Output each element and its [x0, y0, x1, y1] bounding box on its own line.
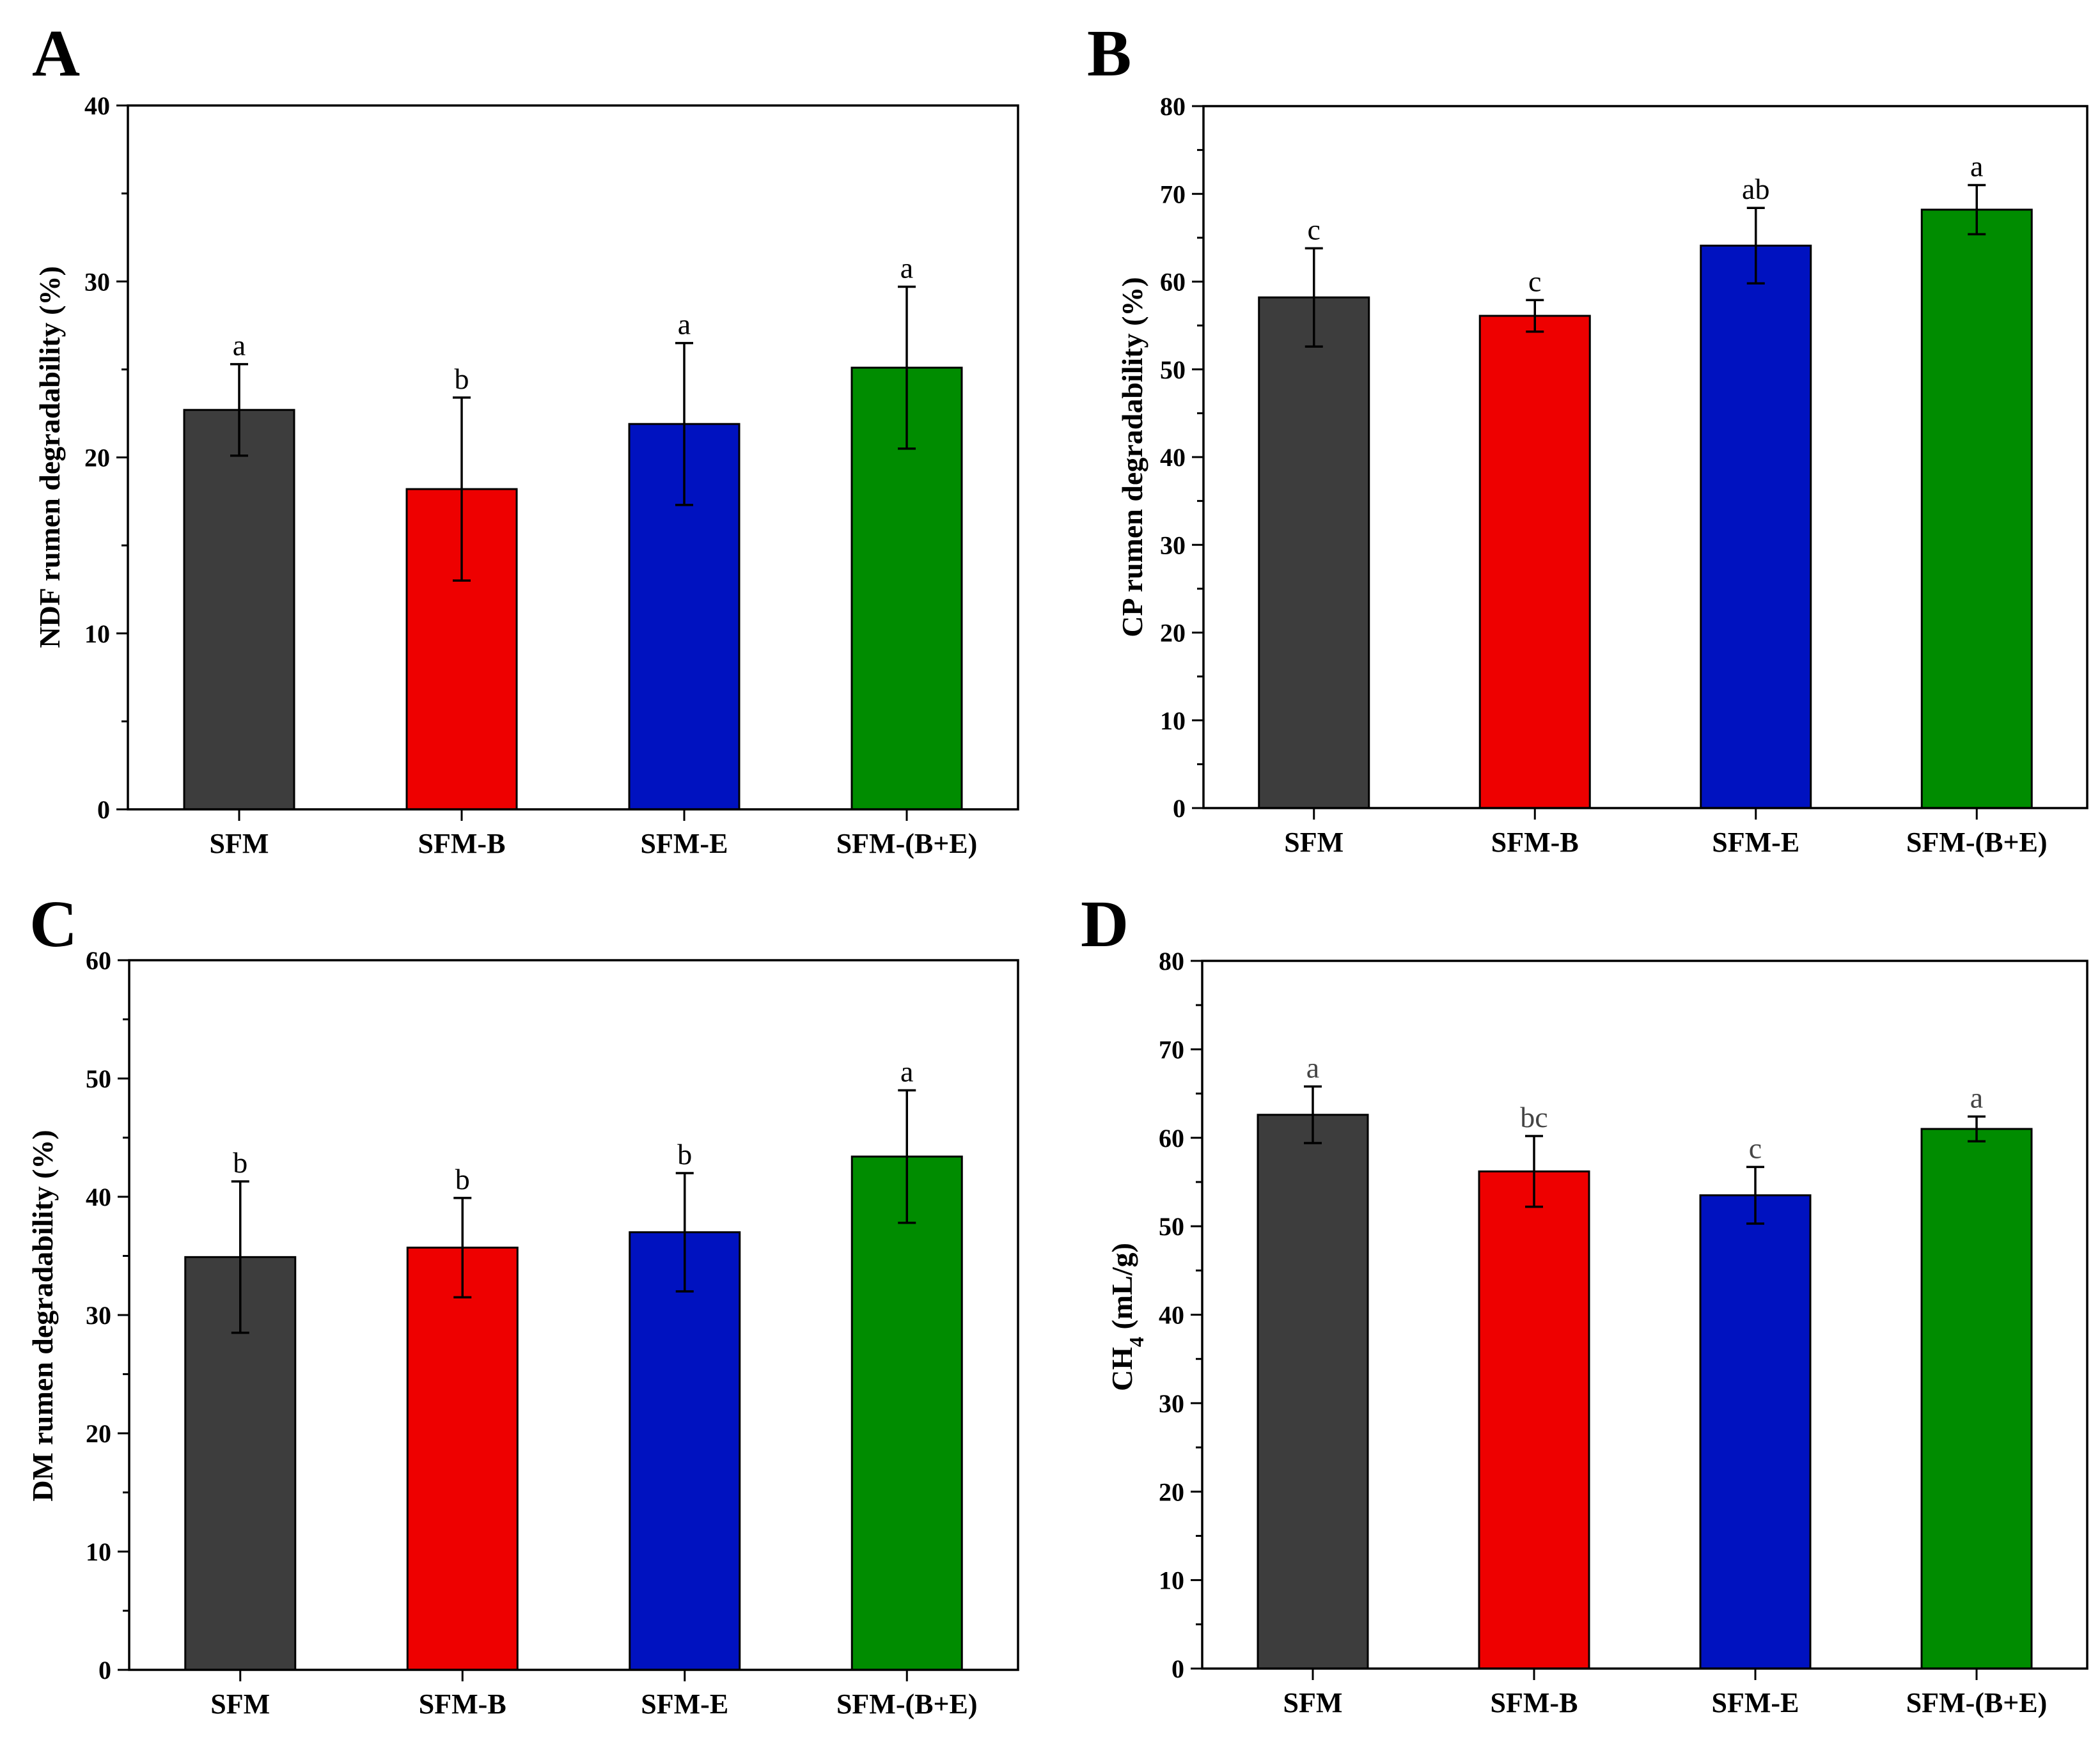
significance-label: bc: [1520, 1101, 1548, 1133]
y-tick-label: 60: [1159, 1124, 1184, 1153]
bar: [1258, 296, 1370, 809]
bar: [183, 409, 295, 811]
significance-label: b: [455, 362, 469, 395]
y-tick-label: 10: [84, 619, 110, 648]
bar: [1699, 1194, 1812, 1670]
x-tick-label: SFM-E: [641, 1688, 728, 1720]
y-tick-label: 10: [1160, 706, 1186, 735]
x-tick-label: SFM: [210, 828, 269, 859]
panel-b: B 0 10 20 30 40 50 60 70 80 c SFM c SFM-B ab SFM-E a SFM…: [1087, 17, 2088, 858]
y-axis-title-a: NDF rumen degradability (%): [33, 266, 66, 648]
y-tick-label: 30: [1159, 1389, 1184, 1418]
significance-label: a: [1970, 1082, 1983, 1114]
y-tick-label: 30: [1160, 531, 1186, 559]
y-tick-label: 0: [1171, 1654, 1184, 1683]
bar: [1920, 208, 2033, 809]
bar: [1478, 315, 1591, 809]
x-tick-label: SFM-(B+E): [836, 828, 978, 859]
x-tick-label: SFM-(B+E): [1906, 827, 2048, 858]
significance-label: a: [1306, 1051, 1319, 1084]
panel-c: C 0 10 20 30 40 50 60 b SFM b SFM-B b SFM-E a SFM-(B+E…: [26, 887, 1019, 1720]
y-tick-label: 20: [86, 1419, 111, 1448]
y-tick-label: 30: [84, 267, 110, 296]
significance-label: c: [1308, 213, 1320, 245]
significance-label: a: [1970, 150, 1983, 183]
y-tick-label: 40: [84, 91, 110, 120]
y-tick-label: 20: [84, 444, 110, 472]
x-tick-label: SFM: [1283, 1687, 1343, 1718]
plot-frame: [1202, 105, 2088, 809]
bar: [1920, 1128, 2033, 1670]
y-tick-label: 10: [1159, 1566, 1184, 1595]
y-axis-title-d-main: CH: [1106, 1347, 1138, 1391]
significance-label: b: [677, 1138, 692, 1171]
y-axis-title-d-rest: (mL/g): [1106, 1243, 1138, 1337]
plot-frame: [127, 104, 1019, 811]
y-tick-label: 0: [98, 1656, 111, 1685]
panel-letter-b: B: [1087, 17, 1131, 90]
y-tick-label: 80: [1160, 92, 1186, 121]
x-tick-label: SFM-B: [419, 1688, 506, 1720]
x-tick-label: SFM-E: [1712, 827, 1799, 858]
x-tick-label: SFM: [1284, 827, 1344, 858]
significance-label: c: [1749, 1132, 1762, 1164]
x-tick-label: SFM-B: [418, 828, 506, 859]
significance-label: b: [233, 1146, 247, 1179]
x-tick-label: SFM-(B+E): [836, 1688, 978, 1720]
bar: [850, 1155, 963, 1671]
plot-a: 0 10 20 30 40 a SFM b SFM-B a SFM-E a SFM-(B+E): [84, 91, 1019, 859]
panel-letter-c: C: [29, 887, 77, 961]
plot-frame: [128, 959, 1019, 1671]
panel-letter-a: A: [32, 17, 80, 90]
x-tick-label: SFM-E: [1712, 1687, 1799, 1718]
y-tick-label: 40: [86, 1183, 111, 1211]
x-tick-label: SFM-B: [1491, 827, 1579, 858]
y-axis-title-b: CP rumen degradability (%): [1116, 277, 1148, 637]
plot-b: 0 10 20 30 40 50 60 70 80 c SFM c SFM-B ab SFM-E a SFM-(…: [1160, 92, 2088, 858]
x-tick-label: SFM: [210, 1688, 270, 1720]
bar: [1700, 244, 1812, 809]
y-tick-label: 30: [86, 1301, 111, 1330]
bar: [1257, 1114, 1369, 1670]
y-tick-label: 60: [1160, 268, 1186, 297]
significance-label: ab: [1742, 173, 1769, 205]
y-axis-title-c: DM rumen degradability (%): [26, 1130, 59, 1501]
y-tick-label: 60: [86, 946, 111, 975]
y-tick-label: 0: [97, 795, 110, 824]
bar: [1478, 1170, 1590, 1670]
x-tick-label: SFM-B: [1491, 1687, 1578, 1718]
y-tick-label: 10: [86, 1538, 111, 1566]
significance-label: a: [900, 252, 913, 284]
x-tick-label: SFM-(B+E): [1906, 1687, 2048, 1718]
panel-d: D 0 10 20 30 40 50 60 70 80 a SFM bc SFM-B c SFM-E a SFM…: [1081, 887, 2088, 1718]
y-axis-title-d: CH4 (mL/g): [1106, 1243, 1148, 1391]
plot-d: 0 10 20 30 40 50 60 70 80 a SFM bc SFM-B c SFM-E a SFM-(…: [1159, 947, 2088, 1718]
significance-label: a: [900, 1055, 913, 1088]
y-tick-label: 70: [1159, 1035, 1184, 1064]
y-tick-label: 70: [1160, 180, 1186, 208]
significance-label: b: [455, 1163, 470, 1195]
panel-letter-d: D: [1081, 887, 1129, 961]
x-tick-label: SFM-E: [641, 828, 728, 859]
y-tick-label: 50: [86, 1064, 111, 1093]
y-tick-label: 20: [1159, 1477, 1184, 1506]
significance-label: a: [233, 329, 246, 362]
y-tick-label: 20: [1160, 619, 1186, 648]
significance-label: a: [678, 308, 691, 341]
plot-c: 0 10 20 30 40 50 60 b SFM b SFM-B b SFM-E a SFM-(B+E): [86, 946, 1019, 1720]
bar: [406, 1247, 519, 1671]
y-tick-label: 0: [1173, 794, 1186, 823]
significance-label: c: [1528, 265, 1541, 297]
y-tick-label: 80: [1159, 947, 1184, 976]
y-tick-label: 40: [1160, 443, 1186, 472]
plot-frame: [1201, 960, 2088, 1670]
y-tick-label: 50: [1159, 1212, 1184, 1241]
y-tick-label: 40: [1159, 1301, 1184, 1330]
bar: [629, 1231, 741, 1671]
y-tick-label: 50: [1160, 355, 1186, 384]
y-axis-title-d-sub: 4: [1125, 1337, 1148, 1347]
panel-a: A 0 10 20 30 40 a SFM b SFM-B a SFM-E a SFM-(B+E) ND…: [32, 17, 1019, 859]
